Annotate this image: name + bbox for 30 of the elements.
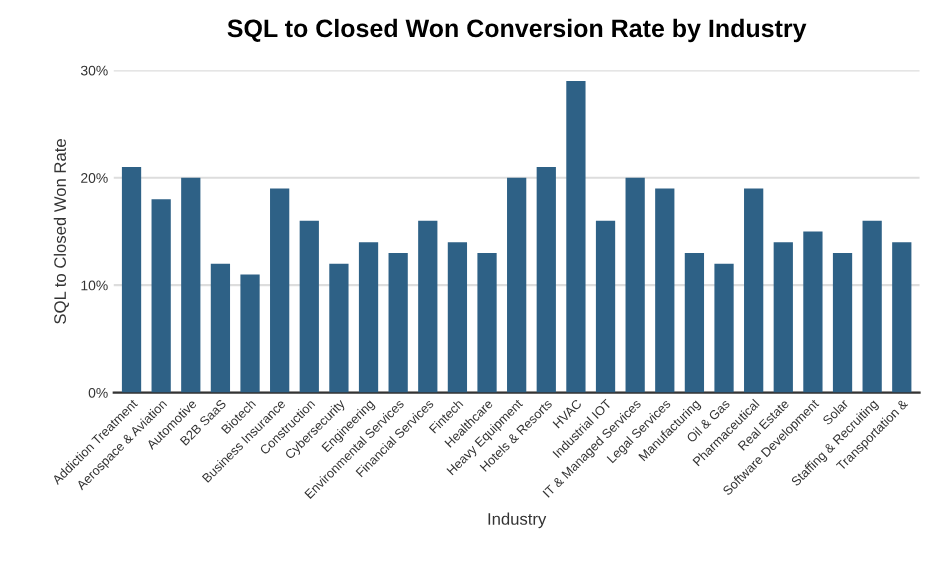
bar	[862, 220, 882, 393]
bar	[447, 242, 468, 393]
bar	[595, 220, 616, 393]
chart-title: SQL to Closed Won Conversion Rate by Industry	[227, 18, 807, 43]
bar	[240, 274, 260, 393]
bar	[358, 242, 379, 393]
bar	[832, 252, 853, 393]
bar	[181, 177, 201, 393]
bar	[773, 242, 793, 393]
bar	[388, 252, 408, 393]
bar	[803, 231, 823, 393]
bar	[507, 177, 527, 393]
y-axis-title: SQL to Closed Won Rate	[53, 139, 69, 324]
bar	[477, 252, 497, 393]
bar	[566, 81, 586, 393]
bar	[270, 188, 290, 393]
bar	[418, 220, 438, 393]
bar	[329, 263, 349, 393]
bar	[714, 263, 734, 393]
bar	[625, 177, 645, 393]
bar	[536, 167, 556, 393]
bar	[684, 252, 705, 393]
bar	[744, 188, 764, 393]
bar	[151, 199, 171, 393]
bar	[121, 167, 142, 393]
bar	[210, 263, 231, 393]
bar	[299, 220, 319, 393]
x-axis-title: Industry	[488, 512, 547, 529]
bar	[655, 188, 675, 393]
bar	[892, 242, 912, 393]
